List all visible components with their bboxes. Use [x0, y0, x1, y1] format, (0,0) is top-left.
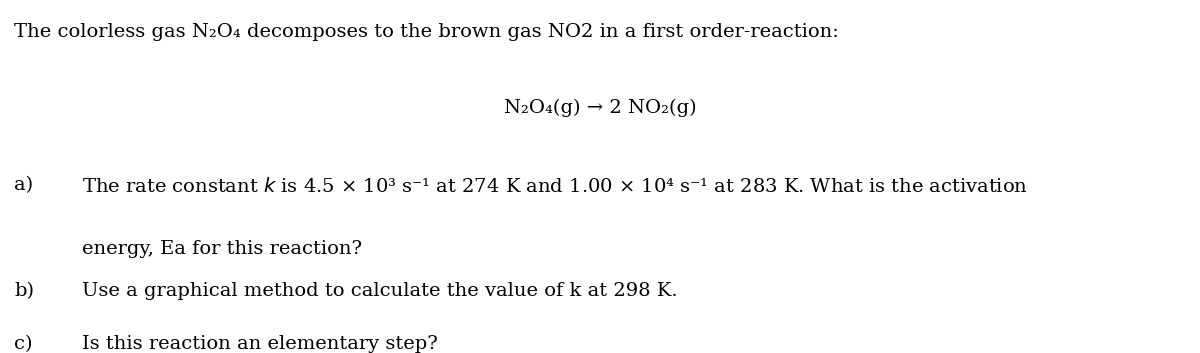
- Text: energy, Ea for this reaction?: energy, Ea for this reaction?: [82, 240, 361, 258]
- Text: The rate constant $k$ is 4.5 × 10³ s⁻¹ at 274 K and 1.00 × 10⁴ s⁻¹ at 283 K. Wha: The rate constant $k$ is 4.5 × 10³ s⁻¹ a…: [82, 176, 1027, 196]
- Text: The colorless gas N₂O₄ decomposes to the brown gas NO2 in a first order-reaction: The colorless gas N₂O₄ decomposes to the…: [14, 23, 839, 41]
- Text: Use a graphical method to calculate the value of k at 298 K.: Use a graphical method to calculate the …: [82, 282, 677, 300]
- Text: b): b): [14, 282, 35, 300]
- Text: Is this reaction an elementary step?: Is this reaction an elementary step?: [82, 335, 438, 353]
- Text: a): a): [14, 176, 34, 195]
- Text: N₂O₄(g) → 2 NO₂(g): N₂O₄(g) → 2 NO₂(g): [504, 99, 696, 117]
- Text: c): c): [14, 335, 32, 353]
